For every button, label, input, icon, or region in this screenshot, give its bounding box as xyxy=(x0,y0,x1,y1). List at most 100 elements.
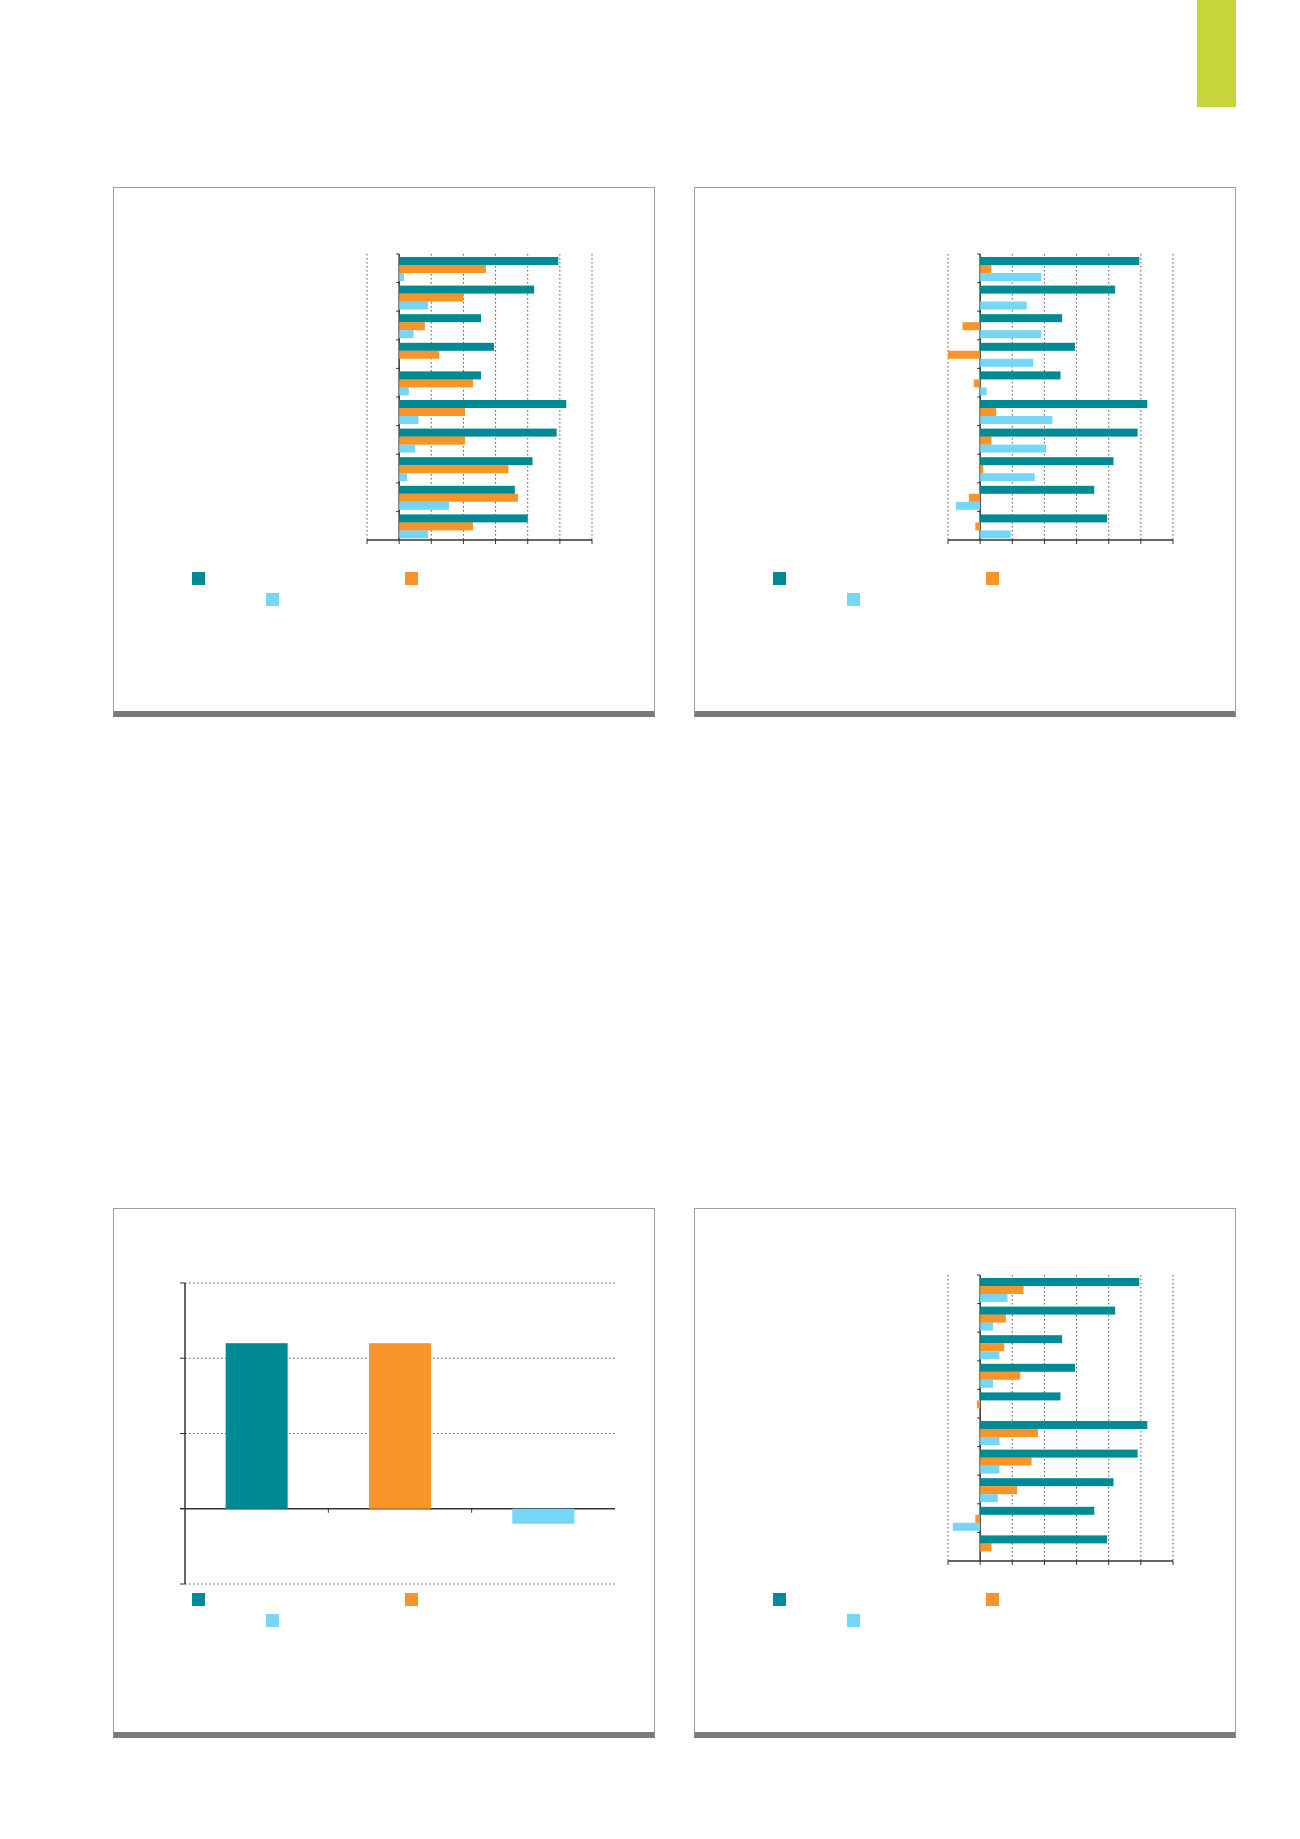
chart-2-bar-s3-c2 xyxy=(980,301,1027,310)
chart-4-bar-s2-c3 xyxy=(980,1343,1005,1352)
chart-2-bar-s1-c7 xyxy=(980,428,1138,437)
chart-2-bar-s1-c6 xyxy=(980,400,1148,408)
chart-2-bar-s1-c4 xyxy=(980,342,1075,351)
chart-1-bar-s2-c5 xyxy=(399,379,474,388)
chart-1-bar-s2-c9 xyxy=(399,493,519,502)
chart-2-bar-s1-c8 xyxy=(980,457,1114,466)
chart-1-bar-s2-c1 xyxy=(399,265,486,273)
chart-panel-2 xyxy=(694,187,1236,717)
chart-3-bar-s3-c3 xyxy=(512,1508,575,1524)
page-accent-tab xyxy=(1197,0,1236,107)
chart-1-bar-s2-c7 xyxy=(399,436,466,445)
chart-4-bar-s3-c9 xyxy=(952,1522,981,1531)
chart-4-bar-s2-c2 xyxy=(980,1314,1006,1323)
chart-3-legend-swatch-1 xyxy=(192,1593,205,1606)
chart-3-svg xyxy=(180,1282,615,1627)
chart-4-bar-s2-c1 xyxy=(980,1286,1024,1294)
chart-4-bar-s1-c4 xyxy=(980,1363,1075,1372)
chart-1-bar-s1-c1 xyxy=(399,257,559,265)
chart-panel-3 xyxy=(113,1208,655,1738)
chart-4-bar-s1-c1 xyxy=(980,1278,1140,1286)
chart-1-bar-s1-c7 xyxy=(399,428,557,437)
chart-2-bar-s1-c1 xyxy=(980,257,1140,265)
chart-1-bar-s3-c6 xyxy=(399,416,419,424)
chart-2-bar-s2-c6 xyxy=(980,408,997,416)
chart-1-bar-s1-c2 xyxy=(399,285,535,294)
chart-2-bar-s3-c8 xyxy=(980,473,1035,482)
chart-1-bar-s3-c2 xyxy=(399,301,429,310)
chart-1-svg xyxy=(192,253,593,606)
chart-2-bar-s2-c10 xyxy=(975,522,981,531)
chart-1-legend-swatch-3 xyxy=(266,593,279,606)
chart-3-legend-swatch-2 xyxy=(405,1593,418,1606)
chart-2-bar-s2-c3 xyxy=(962,322,981,331)
chart-4-bar-s1-c3 xyxy=(980,1335,1063,1344)
chart-2-bar-s1-c5 xyxy=(980,371,1061,380)
chart-4-bar-s1-c10 xyxy=(980,1535,1108,1544)
chart-2-bar-s3-c5 xyxy=(980,387,987,396)
chart-2-bar-s2-c9 xyxy=(968,493,981,502)
chart-3-bar-s1-c1 xyxy=(225,1343,288,1509)
chart-4-bar-s2-c8 xyxy=(980,1486,1018,1495)
chart-4-bar-s2-c5 xyxy=(976,1400,981,1409)
chart-4-bar-s3-c8 xyxy=(980,1494,998,1503)
chart-1-bar-s1-c6 xyxy=(399,400,567,408)
chart-1-bar-s3-c3 xyxy=(399,330,414,339)
chart-2-bar-s1-c10 xyxy=(980,514,1108,523)
chart-1-bar-s2-c10 xyxy=(399,522,474,531)
chart-2-bar-s3-c3 xyxy=(980,330,1042,339)
chart-panel-1 xyxy=(113,187,655,717)
chart-2-legend-swatch-3 xyxy=(847,593,860,606)
chart-4-bar-s1-c8 xyxy=(980,1478,1114,1487)
chart-1-bar-s2-c2 xyxy=(399,293,464,302)
chart-1-legend-swatch-2 xyxy=(405,572,418,585)
chart-4-bar-s3-c4 xyxy=(980,1379,993,1388)
chart-2-legend-swatch-2 xyxy=(986,572,999,585)
chart-2-bar-s1-c3 xyxy=(980,314,1063,323)
chart-1-bar-s1-c4 xyxy=(399,342,494,351)
chart-4-svg xyxy=(773,1274,1174,1627)
chart-2-bar-s1-c2 xyxy=(980,285,1116,294)
chart-4-bar-s1-c6 xyxy=(980,1421,1148,1429)
chart-1-bar-s2-c6 xyxy=(399,408,466,416)
chart-4-bar-s1-c7 xyxy=(980,1449,1138,1458)
chart-4-bar-s2-c9 xyxy=(975,1514,981,1523)
chart-4-bar-s3-c6 xyxy=(980,1437,1000,1445)
chart-4-bar-s3-c2 xyxy=(980,1322,993,1331)
chart-1-bar-s1-c9 xyxy=(399,485,515,494)
chart-1-bar-s3-c8 xyxy=(399,473,408,482)
chart-2-bar-s2-c8 xyxy=(980,465,984,474)
chart-2-bar-s2-c4 xyxy=(948,350,981,359)
chart-3-legend-swatch-3 xyxy=(266,1614,279,1627)
chart-4-bar-s2-c10 xyxy=(980,1543,992,1552)
chart-4-legend-swatch-2 xyxy=(986,1593,999,1606)
chart-1-bar-s3-c7 xyxy=(399,444,416,453)
chart-2-legend-swatch-1 xyxy=(773,572,786,585)
chart-4-bar-s1-c9 xyxy=(980,1506,1095,1515)
chart-1-bar-s3-c1 xyxy=(399,273,404,281)
chart-2-bar-s3-c9 xyxy=(956,501,981,510)
chart-4-bar-s3-c1 xyxy=(980,1294,1008,1302)
chart-4-legend-swatch-3 xyxy=(847,1614,860,1627)
chart-4-bar-s2-c7 xyxy=(980,1457,1032,1466)
chart-2-bar-s2-c5 xyxy=(973,379,981,388)
chart-4-bar-s2-c4 xyxy=(980,1371,1021,1380)
chart-2-svg xyxy=(773,253,1174,606)
chart-4-bar-s3-c7 xyxy=(980,1465,1000,1474)
chart-1-legend-swatch-1 xyxy=(192,572,205,585)
chart-2-bar-s2-c7 xyxy=(980,436,992,445)
chart-4-bar-s1-c2 xyxy=(980,1306,1116,1315)
chart-2-bar-s1-c9 xyxy=(980,485,1095,494)
chart-1-bar-s1-c8 xyxy=(399,457,533,466)
chart-4-bar-s3-c3 xyxy=(980,1351,1000,1360)
chart-1-bar-s1-c10 xyxy=(399,514,528,523)
chart-2-bar-s3-c7 xyxy=(980,444,1047,453)
chart-2-bar-s3-c4 xyxy=(980,358,1034,367)
chart-panel-4 xyxy=(694,1208,1236,1738)
chart-1-bar-s2-c4 xyxy=(399,350,440,359)
chart-4-bar-s1-c5 xyxy=(980,1392,1061,1401)
chart-1-bar-s1-c3 xyxy=(399,314,482,323)
chart-2-bar-s2-c1 xyxy=(980,265,992,273)
chart-4-legend-swatch-1 xyxy=(773,1593,786,1606)
chart-1-bar-s3-c9 xyxy=(399,501,449,510)
